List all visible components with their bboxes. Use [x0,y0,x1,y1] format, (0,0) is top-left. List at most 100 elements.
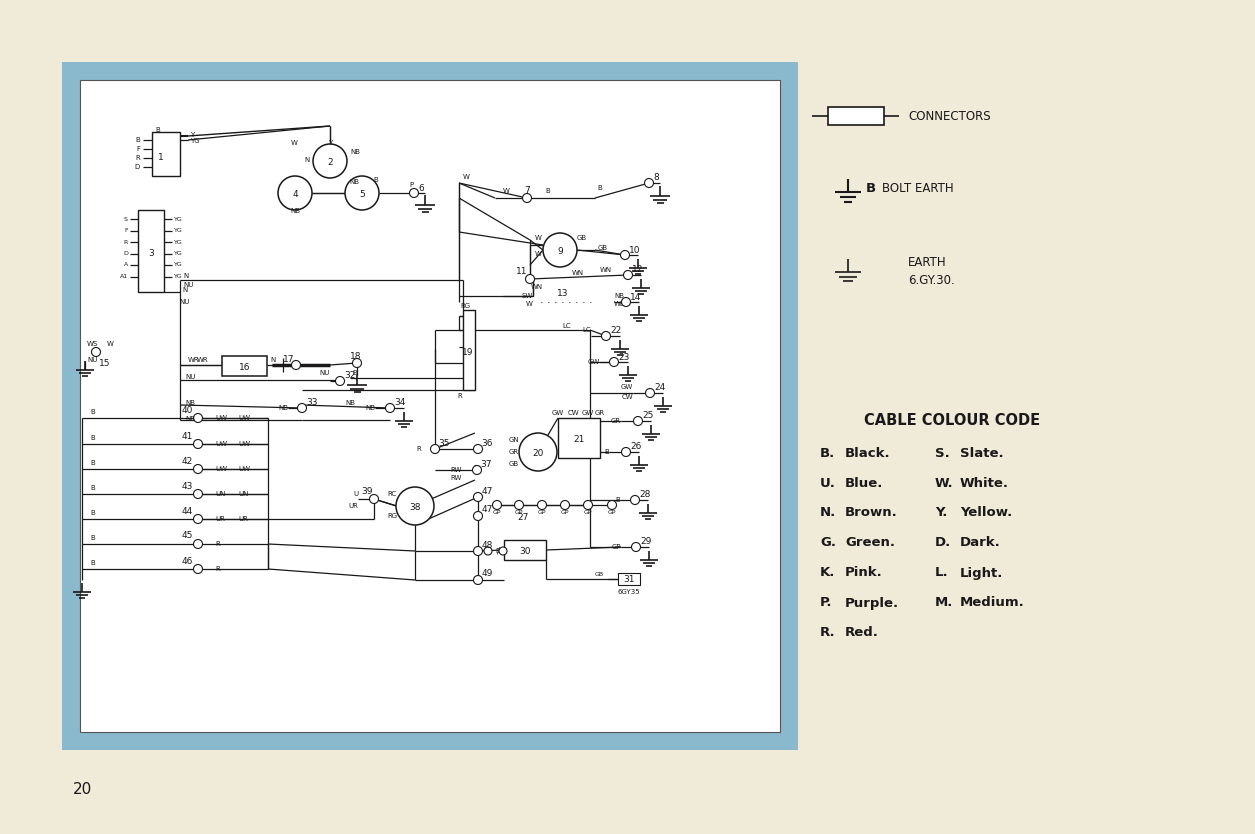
Text: 2: 2 [328,158,333,167]
Text: R: R [215,566,220,572]
Text: N: N [270,357,275,363]
Text: 5: 5 [359,189,365,198]
Circle shape [610,358,619,366]
Text: White.: White. [960,476,1009,490]
Text: B: B [90,510,94,516]
Text: 33: 33 [306,398,318,406]
Text: GW: GW [582,410,594,416]
Text: 15: 15 [99,359,110,368]
Text: 24: 24 [654,383,665,391]
Text: Light.: Light. [960,566,1004,580]
Text: 29: 29 [640,536,651,545]
Text: UR: UR [348,503,358,509]
Text: .: . [547,295,551,305]
Text: D.: D. [935,536,951,550]
Text: UN: UN [215,491,226,497]
Text: Black.: Black. [845,446,891,460]
Text: 3: 3 [148,249,154,258]
Text: YG: YG [174,217,183,222]
Text: UW: UW [215,466,227,472]
Text: W.: W. [935,476,954,490]
Text: 47: 47 [482,486,493,495]
Text: GW: GW [587,359,600,365]
Text: S.: S. [935,446,950,460]
Text: UW: UW [238,466,250,472]
Text: G.: G. [820,536,836,550]
Text: 47: 47 [482,505,493,515]
Text: 31: 31 [624,575,635,585]
Circle shape [312,144,346,178]
Text: B: B [597,185,601,191]
Circle shape [430,445,439,454]
Bar [152,132,179,176]
Text: 45: 45 [182,531,193,540]
Text: R: R [136,155,141,161]
Circle shape [473,511,482,520]
Bar [828,107,884,125]
Circle shape [620,250,630,259]
Bar [222,356,267,376]
Text: M.: M. [935,596,954,610]
Text: D: D [123,251,128,256]
Text: NB: NB [365,405,375,411]
Bar [138,210,164,292]
Text: GP: GP [607,510,616,515]
Text: UR: UR [215,516,225,522]
Text: 23: 23 [617,353,629,361]
Text: YG: YG [174,228,183,233]
Text: W: W [503,188,510,194]
Text: 46: 46 [182,556,193,565]
Text: NB: NB [290,208,300,214]
Circle shape [335,376,345,385]
Text: GB: GB [597,245,607,251]
Text: GP: GP [493,510,501,515]
Circle shape [409,188,418,198]
Text: NB: NB [350,149,360,155]
Text: NU: NU [184,374,196,380]
Circle shape [279,176,312,210]
Bar [617,573,640,585]
Text: 30: 30 [520,546,531,555]
Text: W: W [463,174,469,180]
Circle shape [526,274,535,284]
Circle shape [472,465,482,475]
Text: YG: YG [190,138,200,144]
Text: LC: LC [562,323,571,329]
Text: B.: B. [820,446,836,460]
Circle shape [624,270,633,279]
Text: B: B [496,548,499,554]
Text: 20: 20 [532,449,543,458]
Text: NB: NB [279,405,287,411]
Text: B: B [156,127,159,133]
Text: 49: 49 [482,570,493,579]
Text: 48: 48 [482,540,493,550]
Text: YG: YG [174,274,183,279]
Text: EARTH: EARTH [909,255,946,269]
Circle shape [473,546,482,555]
Text: CABLE COLOUR CODE: CABLE COLOUR CODE [863,413,1040,428]
Text: B: B [136,137,141,143]
Text: B: B [615,497,620,503]
Circle shape [584,500,592,510]
Text: GW: GW [552,410,565,416]
Text: Dark.: Dark. [960,536,1000,550]
Circle shape [520,433,557,471]
Circle shape [353,359,361,368]
Circle shape [193,490,202,499]
Circle shape [193,515,202,524]
Circle shape [345,176,379,210]
Text: 32: 32 [344,370,355,379]
Circle shape [515,500,523,510]
Text: NU: NU [320,370,330,376]
Circle shape [634,416,643,425]
Text: Y: Y [190,132,195,138]
Circle shape [193,465,202,474]
Text: GB: GB [508,461,520,467]
Text: WR: WR [196,357,208,363]
Text: N: N [182,287,188,293]
Text: 17: 17 [282,354,295,364]
Text: N.: N. [820,506,836,520]
Text: F: F [136,146,141,152]
Text: GR: GR [595,410,605,416]
Circle shape [193,414,202,423]
